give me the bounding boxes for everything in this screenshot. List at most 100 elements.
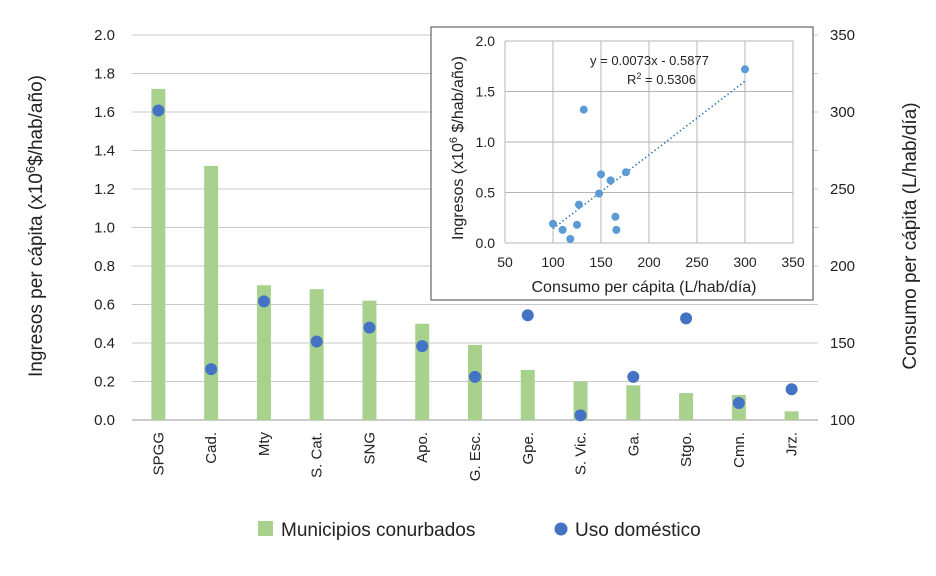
- category-label: Cad.: [203, 432, 220, 464]
- left-tick-label: 1.0: [94, 220, 115, 237]
- main-points: [152, 104, 798, 422]
- inset-y-tick-label: 0.0: [476, 235, 496, 251]
- right-tick-label: 150: [830, 335, 855, 352]
- left-tick-label: 1.8: [94, 66, 115, 83]
- bar: [784, 411, 799, 420]
- consumption-point: [363, 321, 376, 334]
- inset-y-tick-label: 2.0: [476, 33, 496, 49]
- right-tick-label: 300: [830, 104, 855, 121]
- right-tick-label: 350: [830, 27, 855, 44]
- consumption-point: [152, 104, 165, 117]
- inset-point: [574, 200, 583, 209]
- inset-point: [612, 225, 621, 234]
- main-category-labels: SPGG Cad. Mty S. Cat. SNG Apo. G. Esc. Gpe. S. V…: [150, 432, 800, 482]
- right-tick-label: 250: [830, 181, 855, 198]
- category-label: S. Cat.: [309, 432, 326, 478]
- inset-y-ticks: 0.0 0.5 1.0 1.5 2.0: [476, 33, 496, 251]
- inset-y-tick-label: 1.0: [476, 134, 496, 150]
- main-left-axis-ticks: 0.0 0.2 0.4 0.6 0.8 1.0 1.2 1.4 1.6 1.8 2.0: [94, 27, 115, 429]
- consumption-point: [257, 295, 270, 308]
- consumption-point: [680, 312, 693, 325]
- inset-x-tick-label: 300: [733, 254, 757, 270]
- consumption-point: [416, 340, 429, 353]
- right-tick-label: 200: [830, 258, 855, 275]
- inset-x-tick-label: 350: [781, 254, 805, 270]
- category-label: SNG: [361, 432, 378, 465]
- consumption-point: [310, 335, 323, 348]
- inset-gridlines: [504, 40, 794, 244]
- inset-y-tick-label: 1.5: [476, 84, 496, 100]
- category-label: SPGG: [150, 432, 167, 475]
- inset-point: [606, 176, 615, 185]
- inset-frame: [430, 26, 814, 301]
- left-tick-label: 0.8: [94, 258, 115, 275]
- category-label: Cmn.: [731, 432, 748, 468]
- left-tick-label: 0.0: [94, 412, 115, 429]
- legend: Municipios conurbados Uso doméstico: [258, 520, 701, 541]
- bar: [520, 369, 535, 420]
- consumption-point: [627, 370, 640, 383]
- inset-point: [573, 220, 581, 229]
- inset-x-tick-label: 50: [497, 254, 513, 270]
- right-tick-label: 100: [830, 412, 855, 429]
- bar: [309, 289, 324, 420]
- inset-point: [741, 65, 749, 74]
- inset-x-tick-label: 250: [685, 254, 709, 270]
- inset-y-tick-label: 0.5: [476, 185, 496, 201]
- inset-point: [558, 225, 567, 234]
- left-tick-label: 1.6: [94, 104, 115, 121]
- consumption-point: [521, 309, 534, 322]
- inset-x-ticks: 50 100 150 200 250 300 350: [497, 254, 805, 270]
- bar: [415, 323, 430, 420]
- left-tick-label: 0.6: [94, 297, 115, 314]
- legend-point-label: Uso doméstico: [575, 520, 701, 541]
- inset-x-tick-label: 100: [541, 254, 565, 270]
- inset-x-axis-title: Consumo per cápita (L/hab/día): [531, 279, 756, 296]
- consumption-point: [785, 383, 798, 396]
- category-label: Apo.: [414, 432, 431, 463]
- inset-x-tick-label: 150: [589, 254, 613, 270]
- inset-scatter-chart: 50 100 150 200 250 300 350 0.0 0.5 1.0 1.5 2.0 y =…: [430, 26, 814, 301]
- inset-y-axis-title: Ingresos (x106 $/hab/año): [448, 56, 467, 240]
- consumption-point: [469, 370, 481, 383]
- left-tick-label: 1.4: [94, 143, 115, 160]
- left-tick-label: 1.2: [94, 181, 115, 198]
- legend-point-swatch: [554, 522, 568, 536]
- left-tick-label: 0.4: [94, 335, 115, 352]
- category-label: Gpe.: [520, 432, 537, 465]
- category-label: G. Esc.: [467, 432, 484, 481]
- bar: [626, 385, 641, 420]
- inset-points: [549, 65, 749, 243]
- inset-trendline: [552, 80, 746, 230]
- consumption-point: [732, 397, 745, 410]
- right-axis-title: Consumo per cápita (L/hab/día): [900, 102, 921, 369]
- category-label: Ga.: [625, 432, 642, 456]
- legend-bar-label: Municipios conurbados: [281, 520, 475, 541]
- inset-point: [595, 189, 604, 198]
- inset-point: [549, 219, 557, 228]
- inset-point: [597, 170, 605, 179]
- trendline-equation: y = 0.0073x - 0.5877: [590, 53, 709, 68]
- left-axis-title: Ingresos per cápita (x106$/hab/año): [23, 75, 47, 377]
- main-right-axis-ticks: 100 150 200 250 300 350: [830, 27, 855, 429]
- category-label: Mty: [256, 432, 273, 457]
- category-label: S. Vic.: [573, 432, 590, 475]
- left-tick-label: 2.0: [94, 27, 115, 44]
- category-label: Jrz.: [784, 432, 801, 456]
- inset-point: [566, 234, 575, 243]
- consumption-point: [574, 409, 587, 422]
- bar: [204, 165, 219, 420]
- bar: [151, 88, 166, 421]
- trendline: [552, 80, 746, 230]
- inset-x-tick-label: 200: [637, 254, 661, 270]
- bar: [573, 381, 588, 420]
- main-bars: [151, 88, 799, 421]
- inset-point: [579, 105, 588, 114]
- inset-point: [621, 168, 630, 177]
- consumption-point: [205, 363, 218, 376]
- left-tick-label: 0.2: [94, 374, 115, 391]
- bar: [362, 300, 377, 420]
- inset-point: [611, 212, 620, 221]
- bar: [679, 393, 694, 420]
